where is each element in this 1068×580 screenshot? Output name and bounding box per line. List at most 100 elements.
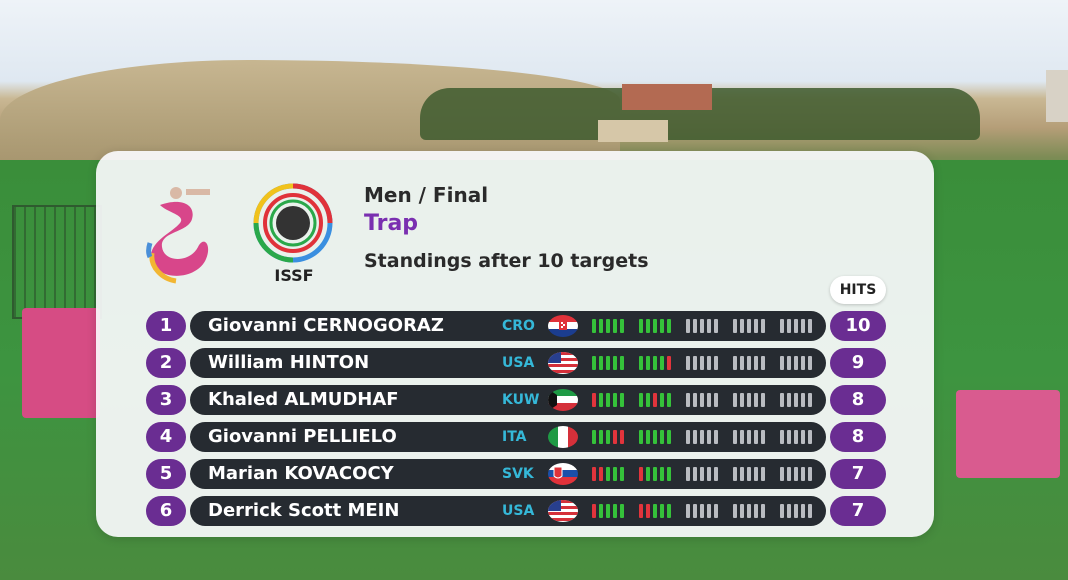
shot-hit [620,504,624,518]
shot-pending [794,504,798,518]
shot-pending [801,467,805,481]
shot-hit [646,393,650,407]
nation-code: CRO [502,318,535,334]
shot-hit [646,467,650,481]
shot-pending [787,504,791,518]
trap-booth-left [22,308,100,418]
shot-hit [599,319,603,333]
event-title: Men / Final [364,183,489,207]
shot-pending [794,393,798,407]
shot-hit [613,504,617,518]
standings-row: 5 Marian KOVACOCY SVK 7 [146,459,886,489]
shot-pending [714,319,718,333]
shot-pending [747,467,751,481]
shot-hit [639,393,643,407]
standings-row: 3 Khaled ALMUDHAF KUW 8 [146,385,886,415]
shot-pending [733,393,737,407]
hits-total: 9 [830,348,886,378]
standings-row: 4 Giovanni PELLIELO ITA 8 [146,422,886,452]
shot-pending [686,319,690,333]
shot-pending [686,467,690,481]
kuwait-flag-icon [548,389,578,411]
shot-pending [754,319,758,333]
shot-pending [761,319,765,333]
shot-pending [733,467,737,481]
shot-hit [667,319,671,333]
shot-miss [620,430,624,444]
rank-badge: 4 [146,422,186,452]
shot-pending [693,504,697,518]
shot-hit [660,467,664,481]
shot-hit [653,356,657,370]
shot-hit [646,430,650,444]
shot-pending [801,319,805,333]
hits-total: 7 [830,496,886,526]
shot-pending [801,356,805,370]
shot-hit [606,319,610,333]
nation-code: ITA [502,429,527,445]
shot-pending [808,319,812,333]
shot-hit [606,467,610,481]
shot-hit [660,430,664,444]
shot-pending [794,319,798,333]
shot-hit [592,430,596,444]
shot-hit [653,319,657,333]
shot-pending [740,504,744,518]
shot-pending [787,356,791,370]
shot-hit [606,430,610,444]
shot-hit [620,319,624,333]
building [1046,70,1068,122]
hits-total: 8 [830,422,886,452]
shot-pending [714,356,718,370]
shot-hit [613,356,617,370]
house [622,84,712,110]
shot-pending [754,467,758,481]
slovakia-flag-icon [548,463,578,485]
athlete-bar [190,348,826,378]
athlete-bar [190,459,826,489]
shot-pending [700,356,704,370]
nation-code: KUW [502,392,540,408]
shot-pending [740,430,744,444]
shot-pending [780,356,784,370]
shot-hit [606,393,610,407]
shot-pending [801,504,805,518]
shot-pending [700,467,704,481]
usa-flag-icon [548,352,578,374]
shot-pending [747,430,751,444]
shot-pending [780,319,784,333]
shot-pending [787,467,791,481]
shot-pending [801,430,805,444]
shot-miss [592,393,596,407]
shot-pending [754,393,758,407]
shot-pending [707,430,711,444]
issf-label: ISSF [274,266,314,285]
shot-pending [787,319,791,333]
rank-badge: 5 [146,459,186,489]
shot-hit [660,319,664,333]
shot-pending [740,319,744,333]
shot-pending [733,319,737,333]
shot-hit [660,393,664,407]
shot-pending [808,356,812,370]
shot-hit [639,356,643,370]
shot-pending [747,356,751,370]
shot-hit [599,393,603,407]
shot-hit [592,319,596,333]
shot-pending [740,393,744,407]
athlete-name: Derrick Scott MEIN [208,500,400,521]
shot-pending [754,430,758,444]
shot-hit [606,504,610,518]
shot-miss [646,504,650,518]
shot-pending [733,504,737,518]
shot-miss [639,504,643,518]
shot-hit [660,356,664,370]
shot-pending [808,430,812,444]
shot-hit [620,467,624,481]
shot-pending [714,430,718,444]
athlete-name: Giovanni PELLIELO [208,426,397,447]
shot-pending [794,467,798,481]
shot-miss [592,504,596,518]
shot-hit [660,504,664,518]
fence [12,205,102,319]
